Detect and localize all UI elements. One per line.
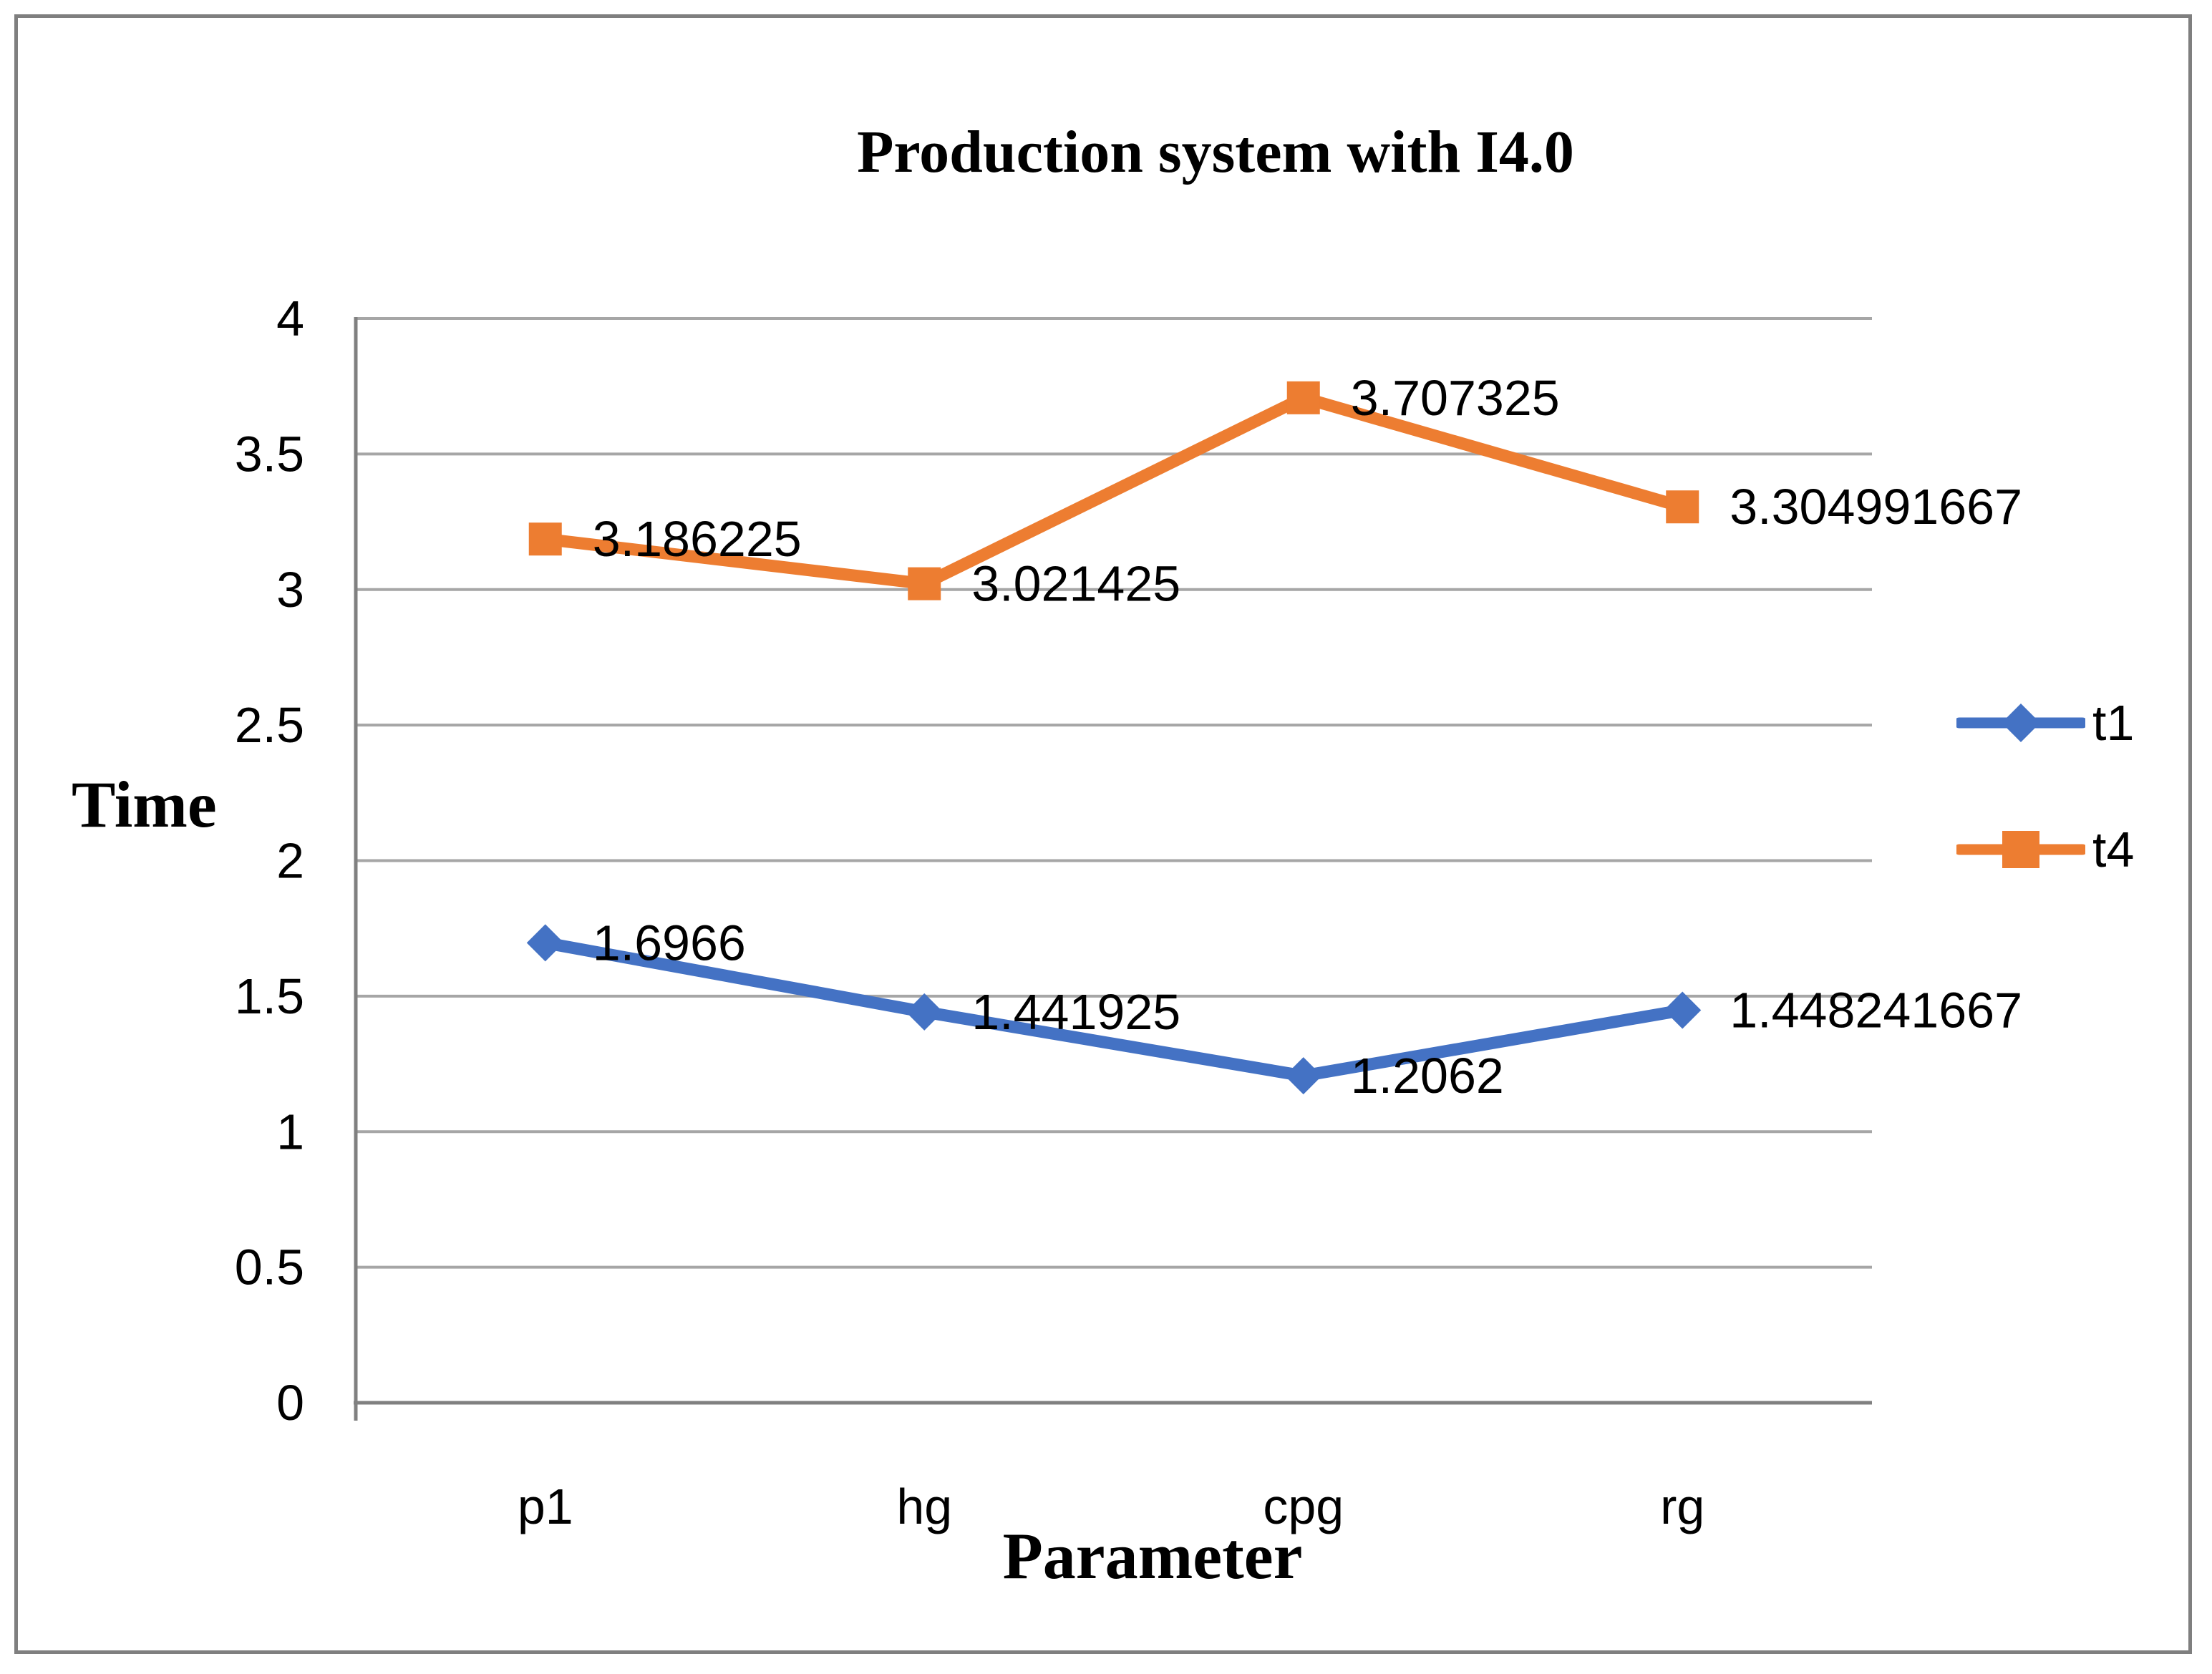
y-tick-label: 0.5 [235,1240,304,1295]
data-point-marker-t4-p1 [528,522,562,556]
legend: t1 t4 [1956,698,2134,875]
data-point-marker-t1-cpg [1284,1057,1322,1095]
legend-marker-t1-icon [1956,704,2085,742]
data-point-marker-t4-hg [908,567,941,600]
y-tick-label: 4 [276,291,304,346]
x-category-label: rg [1660,1479,1704,1534]
legend-item-t4: t4 [1956,824,2134,875]
y-axis-title: Time [72,768,217,841]
data-point-marker-t1-p1 [526,924,564,962]
data-point-marker-t1-hg [906,993,944,1031]
data-point-marker-t4-rg [1666,490,1699,524]
data-point-marker-t4-cpg [1286,381,1320,414]
data-label-t4-rg: 3.304991667 [1730,479,2022,535]
data-label-t1-cpg: 1.2062 [1351,1048,1504,1104]
y-tick-label: 1 [276,1104,304,1159]
legend-label-t4: t4 [2092,822,2135,877]
y-tick-label: 3.5 [235,426,304,482]
data-label-t1-p1: 1.6966 [593,915,746,970]
x-category-label: hg [896,1479,952,1534]
data-point-marker-t1-rg [1664,991,1702,1029]
data-label-t1-rg: 1.448241667 [1730,982,2022,1038]
series-line-t4 [539,391,1689,590]
x-category-label: cpg [1263,1479,1344,1534]
x-category-label: p1 [518,1479,573,1534]
series-line-t1 [539,936,1689,1082]
x-axis-title: Parameter [1002,1519,1303,1592]
y-tick-label: 2 [276,833,304,889]
figure-border [14,14,2192,1654]
chart-title: Production system with I4.0 [857,119,1574,185]
y-tick-label: 0 [276,1375,304,1431]
y-tick-label: 1.5 [235,968,304,1024]
legend-item-t1: t1 [1956,698,2134,748]
legend-label-t1: t1 [2092,695,2135,751]
y-tick-label: 2.5 [235,697,304,753]
data-label-t4-cpg: 3.707325 [1351,370,1560,426]
y-tick-label: 3 [276,562,304,618]
data-label-t1-hg: 1.441925 [971,984,1180,1040]
data-label-t4-hg: 3.021425 [971,556,1180,612]
data-label-t4-p1: 3.186225 [593,511,802,567]
legend-marker-t4-icon [1956,831,2085,868]
